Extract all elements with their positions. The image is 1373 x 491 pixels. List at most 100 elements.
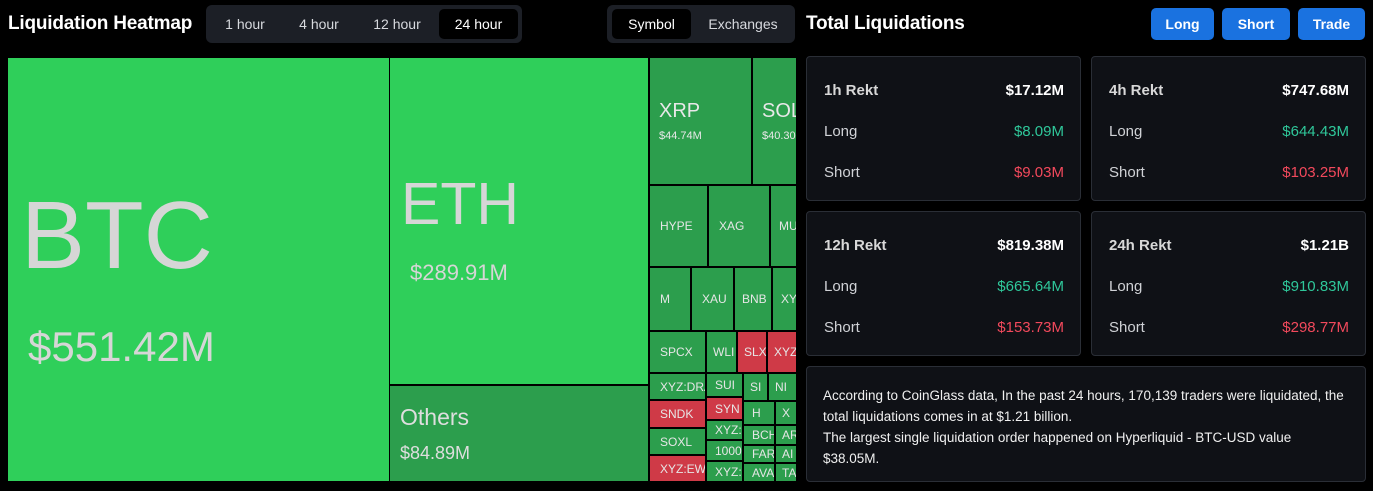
tile-label: XYZ:EW xyxy=(660,461,705,476)
heatmap-tile-ai[interactable]: AI xyxy=(776,446,796,462)
panel-title: Total Liquidations xyxy=(806,13,965,34)
tile-label: BNB xyxy=(742,292,767,306)
heatmap-tile-x[interactable]: X xyxy=(776,402,796,424)
tile-symbol: ETH xyxy=(401,171,519,237)
page-title: Liquidation Heatmap xyxy=(8,13,193,34)
card-label: 24h Rekt xyxy=(1109,237,1172,254)
long-value: $665.64M xyxy=(997,278,1064,295)
heatmap-tile-xyz-ew[interactable]: XYZ:EW xyxy=(650,456,705,481)
card-label: 12h Rekt xyxy=(824,237,887,254)
heatmap-tile-far[interactable]: FAR xyxy=(744,446,774,462)
heatmap-tile-syn[interactable]: SYN xyxy=(707,398,742,419)
heatmap-tile-xyz-3[interactable]: XYZ: xyxy=(707,462,742,481)
long-value: $910.83M xyxy=(1282,278,1349,295)
heatmap-tile-bch[interactable]: BCH xyxy=(744,426,774,444)
tile-label: AR xyxy=(782,428,796,442)
card-total: $819.38M xyxy=(997,237,1064,254)
heatmap-tile-1000[interactable]: 1000 xyxy=(707,441,742,460)
heatmap-tile-slx[interactable]: SLX xyxy=(738,332,766,372)
heatmap-tile-mu[interactable]: MU xyxy=(771,186,796,266)
liquidation-summary: According to CoinGlass data, In the past… xyxy=(806,366,1366,482)
heatmap-tile-wli[interactable]: WLI xyxy=(707,332,736,372)
heatmap-tile-si[interactable]: SI xyxy=(744,374,767,400)
heatmap-tile-others[interactable]: Others $84.89M xyxy=(390,386,648,481)
heatmap-tile-xau[interactable]: XAU xyxy=(692,268,733,330)
tile-value: $40.30M xyxy=(762,130,796,142)
heatmap-tile-hype[interactable]: HYPE xyxy=(650,186,707,266)
tile-value: $551.42M xyxy=(28,323,215,370)
heatmap-tile-spcx[interactable]: SPCX xyxy=(650,332,705,372)
tile-value: $44.74M xyxy=(659,130,702,142)
tile-symbol: BTC xyxy=(21,182,213,289)
tile-label: SYN xyxy=(715,401,740,416)
card-short-row: Short $9.03M xyxy=(824,163,1064,183)
short-value: $298.77M xyxy=(1282,319,1349,336)
heatmap-tile-sui[interactable]: SUI xyxy=(707,374,742,396)
tile-label: H xyxy=(752,406,761,420)
tile-label: XYZ: xyxy=(715,423,742,437)
short-value: $103.25M xyxy=(1282,164,1349,181)
card-total: $1.21B xyxy=(1300,237,1349,254)
tile-value: $84.89M xyxy=(400,443,471,463)
card-short-row: Short $103.25M xyxy=(1109,163,1349,183)
liquidation-heatmap: BTC $551.42M ETH $289.91M Others $84.89M… xyxy=(8,58,796,481)
card-total: $747.68M xyxy=(1282,82,1349,99)
heatmap-tile-eth[interactable]: ETH $289.91M xyxy=(390,58,648,384)
long-button[interactable]: Long xyxy=(1151,8,1214,40)
card-header-row: 12h Rekt $819.38M xyxy=(824,236,1064,256)
heatmap-tile-sndk[interactable]: SNDK xyxy=(650,401,705,427)
heatmap-tile-xag[interactable]: XAG xyxy=(709,186,769,266)
heatmap-tile-soxl[interactable]: SOXL xyxy=(650,429,705,454)
tile-label: MU xyxy=(779,219,796,233)
tab-12-hour[interactable]: 12 hour xyxy=(373,16,421,32)
summary-line-2: The largest single liquidation order hap… xyxy=(823,430,1292,466)
tab-symbol[interactable]: Symbol xyxy=(612,9,691,39)
heatmap-tile-m[interactable]: M xyxy=(650,268,690,330)
card-label: 4h Rekt xyxy=(1109,82,1164,99)
short-value: $153.73M xyxy=(997,319,1064,336)
tile-label: SNDK xyxy=(660,407,694,421)
heatmap-tile-xyz-dra[interactable]: XYZ:DRA xyxy=(650,374,705,399)
tile-label: XYZ xyxy=(774,345,796,359)
tab-24-hour[interactable]: 24 hour xyxy=(439,9,518,39)
heatmap-tile-btc[interactable]: BTC $551.42M xyxy=(8,58,389,481)
heatmap-tile-xy[interactable]: XY xyxy=(773,268,796,330)
tile-label: AVA xyxy=(752,465,774,480)
card-1h-rekt: 1h Rekt $17.12M Long $8.09M Short $9.03M xyxy=(806,56,1081,201)
tile-label: 1000 xyxy=(715,443,742,458)
tile-label: HYPE xyxy=(660,219,693,233)
short-label: Short xyxy=(1109,319,1145,336)
card-header-row: 24h Rekt $1.21B xyxy=(1109,236,1349,256)
tile-label: XYZ: xyxy=(715,464,742,479)
tab-4-hour[interactable]: 4 hour xyxy=(299,16,339,32)
tile-label: XAU xyxy=(702,292,727,306)
tile-label: XYZ:DRA xyxy=(660,379,705,394)
tab-1-hour[interactable]: 1 hour xyxy=(225,16,265,32)
heatmap-tile-xyz-2[interactable]: XYZ: xyxy=(707,421,742,439)
heatmap-tile-bnb[interactable]: BNB xyxy=(735,268,771,330)
heatmap-tile-sol[interactable]: SOL $40.30M xyxy=(753,58,796,184)
trade-button[interactable]: Trade xyxy=(1298,8,1365,40)
tile-symbol: Others xyxy=(400,404,470,430)
card-header-row: 4h Rekt $747.68M xyxy=(1109,81,1349,101)
card-long-row: Long $8.09M xyxy=(824,122,1064,142)
tile-label: TA xyxy=(782,465,796,480)
heatmap-tile-ar[interactable]: AR xyxy=(776,426,796,444)
heatmap-tile-ava[interactable]: AVA xyxy=(744,464,774,481)
tile-label: NI xyxy=(775,380,787,394)
card-long-row: Long $910.83M xyxy=(1109,277,1349,297)
tile-symbol: SOL xyxy=(762,100,796,122)
short-button[interactable]: Short xyxy=(1222,8,1290,40)
tile-label: SPCX xyxy=(660,345,693,359)
tile-label: M xyxy=(660,292,670,306)
heatmap-tile-ni[interactable]: NI xyxy=(769,374,796,400)
long-label: Long xyxy=(1109,278,1143,295)
heatmap-tile-ta[interactable]: TA xyxy=(776,464,796,481)
heatmap-tile-xrp[interactable]: XRP $44.74M xyxy=(650,58,751,184)
card-24h-rekt: 24h Rekt $1.21B Long $910.83M Short $298… xyxy=(1091,211,1366,356)
tab-exchanges[interactable]: Exchanges xyxy=(708,16,778,32)
heatmap-tile-h[interactable]: H xyxy=(744,402,774,424)
long-label: Long xyxy=(824,278,858,295)
heatmap-tile-xyz[interactable]: XYZ xyxy=(768,332,796,372)
long-label: Long xyxy=(824,123,858,140)
